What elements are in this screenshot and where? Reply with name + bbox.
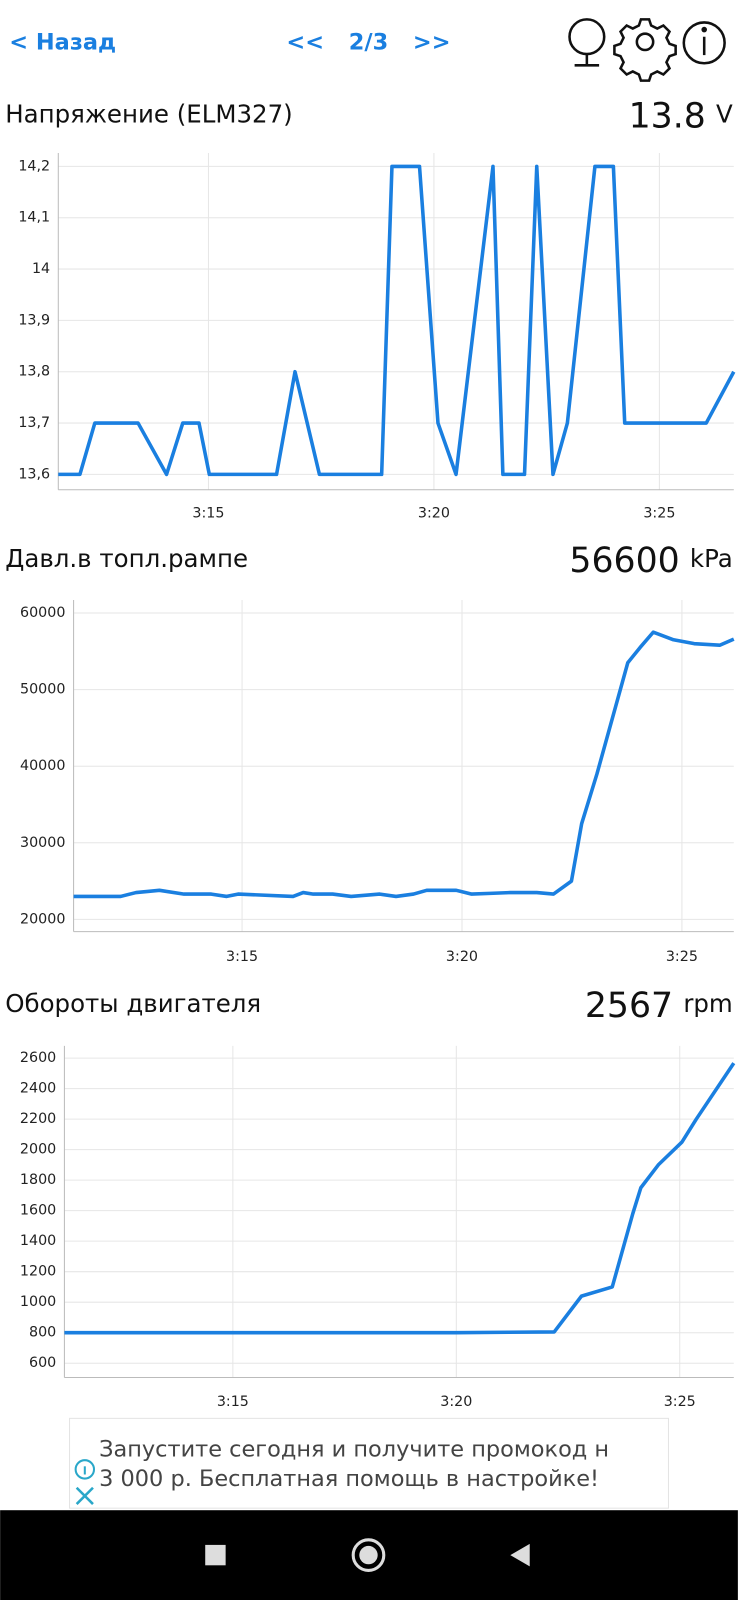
page-indicator: 2/3 xyxy=(349,29,388,55)
data-line xyxy=(58,164,736,477)
ad-banner[interactable] xyxy=(69,1417,669,1509)
charts: Напряжение (ELM327) V 13.8 13,6 13,7 13,8 13,9… xyxy=(5,96,736,1410)
x-tick-label: 3:20 xyxy=(440,1394,472,1410)
mirror-icon[interactable] xyxy=(568,18,606,67)
x-tick-label: 3:20 xyxy=(418,505,450,521)
prev-button[interactable]: << xyxy=(286,29,324,55)
ad-info-icon[interactable] xyxy=(74,1459,96,1480)
x-tick-label: 3:25 xyxy=(643,505,675,521)
y-tick-label: 50000 xyxy=(20,682,65,698)
y-tick-label: 800 xyxy=(29,1325,56,1341)
settings-icon[interactable] xyxy=(613,18,677,82)
y-tick-label: 1400 xyxy=(20,1233,56,1249)
current-unit: rpm xyxy=(683,989,732,1018)
home-button[interactable] xyxy=(351,1538,386,1572)
back-button[interactable]: < Назад xyxy=(9,29,116,55)
y-tick-label: 2600 xyxy=(20,1050,56,1066)
x-tick-label: 3:25 xyxy=(666,949,698,965)
current-value: 2567 xyxy=(585,986,673,1026)
y-tick-label: 30000 xyxy=(20,835,65,851)
y-tick-label: 1000 xyxy=(20,1294,56,1310)
x-tick-label: 3:15 xyxy=(217,1394,249,1410)
y-tick-label: 40000 xyxy=(20,758,65,774)
info-icon[interactable] xyxy=(682,21,726,65)
y-tick-label: 60000 xyxy=(20,605,65,621)
y-tick-label: 2200 xyxy=(20,1111,56,1127)
y-tick-label: 14 xyxy=(32,261,50,277)
y-tick-label: 13,9 xyxy=(18,312,50,328)
y-tick-label: 2000 xyxy=(20,1142,56,1158)
x-tick-label: 3:25 xyxy=(664,1394,696,1410)
y-tick-label: 13,7 xyxy=(18,415,50,431)
y-tick-label: 2400 xyxy=(20,1081,56,1097)
current-unit: V xyxy=(716,99,733,128)
chart-title: Напряжение (ELM327) xyxy=(5,99,292,128)
x-tick-label: 3:15 xyxy=(226,949,258,965)
x-tick-label: 3:20 xyxy=(446,949,478,965)
y-tick-label: 13,6 xyxy=(18,466,50,482)
chart-title: Обороты двигателя xyxy=(5,989,261,1018)
ad-close-icon[interactable] xyxy=(75,1486,94,1505)
current-value: 13.8 xyxy=(629,96,706,136)
y-tick-label: 13,8 xyxy=(18,364,50,380)
current-value: 56600 xyxy=(569,541,679,581)
y-tick-label: 1800 xyxy=(20,1172,56,1188)
y-tick-label: 14,2 xyxy=(18,158,50,174)
current-unit: kPa xyxy=(690,544,733,573)
y-tick-label: 20000 xyxy=(20,911,65,927)
y-tick-label: 1600 xyxy=(20,1203,56,1219)
y-tick-label: 14,1 xyxy=(18,210,50,226)
y-tick-label: 600 xyxy=(29,1355,56,1371)
data-line xyxy=(64,1062,736,1335)
recents-button[interactable] xyxy=(205,1544,226,1566)
back-nav-button[interactable] xyxy=(510,1543,530,1567)
ad-text[interactable]: 3 000 р. Бесплатная помощь в настройке! xyxy=(99,1466,599,1492)
chart-title: Давл.в топл.рампе xyxy=(5,544,248,573)
y-tick-label: 1200 xyxy=(20,1264,56,1280)
next-button[interactable]: >> xyxy=(413,29,451,55)
data-line xyxy=(73,630,735,899)
x-tick-label: 3:15 xyxy=(192,505,224,521)
ad-text[interactable]: Запустите сегодня и получите промокод н xyxy=(99,1437,609,1463)
